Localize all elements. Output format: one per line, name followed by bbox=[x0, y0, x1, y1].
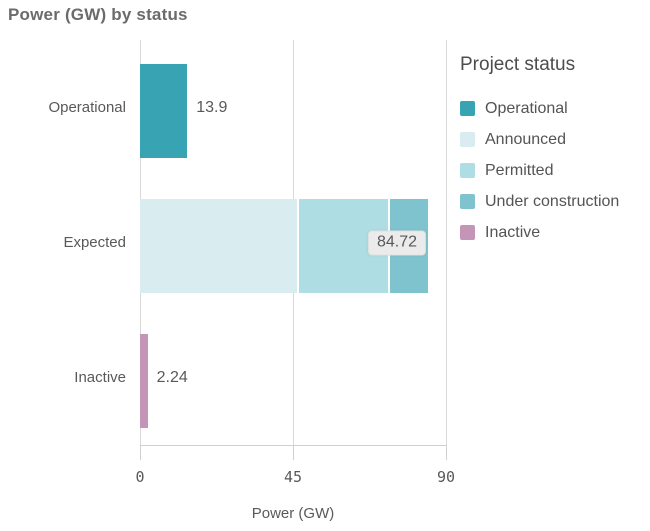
legend: Project status Operational Announced Permi… bbox=[460, 54, 648, 248]
x-tick-label: 90 bbox=[436, 468, 456, 486]
bar-segment-operational[interactable] bbox=[140, 64, 188, 158]
bar-value-label: 2.24 bbox=[156, 368, 188, 386]
plot-area: 0 45 90 13.9 84.72 2.24 bbox=[135, 40, 455, 486]
legend-item-label: Announced bbox=[485, 130, 566, 148]
bar-expected bbox=[140, 199, 429, 293]
legend-title: Project status bbox=[460, 54, 576, 75]
legend-swatch bbox=[460, 163, 475, 178]
category-label-operational: Operational bbox=[48, 99, 126, 116]
x-tick-label: 0 bbox=[135, 468, 145, 486]
legend-item-under-construction[interactable]: Under construction bbox=[460, 186, 648, 217]
legend-swatch bbox=[460, 225, 475, 240]
tick-mark bbox=[293, 445, 294, 460]
gridline bbox=[446, 40, 447, 445]
legend-item-label: Permitted bbox=[485, 161, 554, 179]
legend-item-announced[interactable]: Announced bbox=[460, 124, 648, 155]
chart-title: Power (GW) by status bbox=[8, 5, 188, 24]
legend-items: Operational Announced Permitted Under const… bbox=[460, 93, 648, 248]
bar-row: 2.24 bbox=[140, 310, 446, 445]
x-tick-label: 45 bbox=[283, 468, 303, 486]
legend-item-label: Operational bbox=[485, 99, 568, 117]
bar-inactive bbox=[140, 334, 148, 428]
bar-row: 13.9 bbox=[140, 40, 446, 175]
legend-item-operational[interactable]: Operational bbox=[460, 93, 648, 124]
category-label-expected: Expected bbox=[63, 234, 126, 251]
legend-swatch bbox=[460, 101, 475, 116]
legend-item-label: Inactive bbox=[485, 223, 541, 241]
legend-swatch bbox=[460, 194, 475, 209]
legend-item-permitted[interactable]: Permitted bbox=[460, 155, 648, 186]
bar-value-label: 84.72 bbox=[368, 230, 427, 255]
legend-swatch bbox=[460, 132, 475, 147]
x-axis-title: Power (GW) bbox=[251, 505, 335, 522]
bar-segment-inactive[interactable] bbox=[140, 334, 148, 428]
tick-mark bbox=[140, 445, 141, 460]
category-label-inactive: Inactive bbox=[74, 369, 126, 386]
bar-value-label: 13.9 bbox=[196, 98, 228, 116]
bar-operational bbox=[140, 64, 188, 158]
bar-segment-announced[interactable] bbox=[140, 199, 298, 293]
bar-row: 84.72 bbox=[140, 175, 446, 310]
category-axis: Operational Expected Inactive bbox=[0, 40, 133, 445]
tick-mark bbox=[446, 445, 447, 460]
legend-item-inactive[interactable]: Inactive bbox=[460, 217, 648, 248]
legend-item-label: Under construction bbox=[485, 192, 620, 210]
